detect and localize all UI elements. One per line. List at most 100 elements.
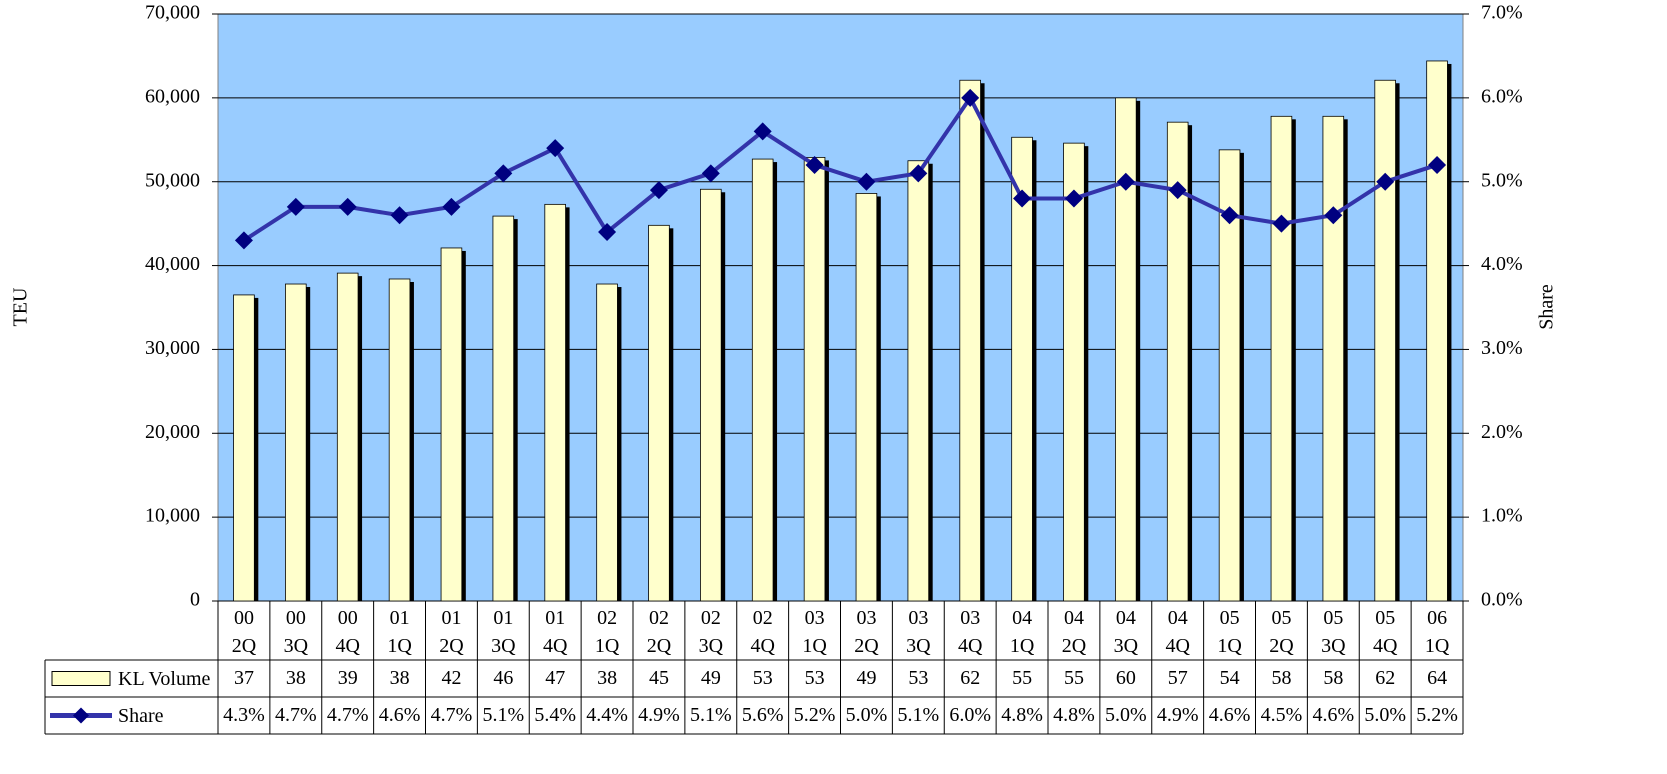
point — [805, 155, 824, 174]
point — [701, 164, 720, 183]
table-value: 58 — [1271, 667, 1291, 689]
table-value: 55 — [1012, 667, 1032, 689]
point — [857, 172, 876, 191]
point — [442, 197, 461, 216]
table-value: 38 — [286, 667, 306, 689]
bar — [855, 193, 878, 602]
x-tick-label: 03 1Q — [802, 607, 827, 657]
bar — [648, 224, 670, 602]
x-tick-label: 00 4Q — [335, 607, 360, 657]
table-value: 38 — [390, 667, 410, 689]
x-tick-label: 01 1Q — [387, 607, 412, 657]
table-value: 47 — [545, 667, 565, 689]
plot-area — [217, 13, 1464, 602]
table-value: 4.7% — [431, 704, 473, 726]
legend-label: Share — [118, 705, 164, 727]
x-tick-label: 01 2Q — [439, 607, 464, 657]
table-value: 53 — [805, 667, 825, 689]
table-value: 38 — [597, 667, 617, 689]
x-tick-label: 02 2Q — [646, 607, 672, 657]
y2-tick-label: 1.0% — [1481, 505, 1523, 527]
y-tick-label: 30,000 — [145, 337, 200, 359]
table-value: 5.0% — [846, 704, 888, 726]
table-value: 55 — [1064, 667, 1084, 689]
bar — [440, 247, 463, 602]
bar — [1426, 60, 1448, 602]
x-tick-label: 02 1Q — [594, 607, 620, 657]
point — [1013, 189, 1032, 208]
point — [1428, 155, 1447, 174]
y-tick-label: 40,000 — [145, 253, 200, 275]
x-tick-label: 05 4Q — [1372, 607, 1398, 657]
x-tick-label: 02 4Q — [750, 607, 775, 657]
point — [338, 197, 357, 216]
x-tick-label: 06 1Q — [1424, 607, 1450, 657]
y2-tick-label: 4.0% — [1481, 253, 1523, 275]
y-tick-label: 70,000 — [145, 2, 200, 24]
x-tick-label: 05 3Q — [1321, 607, 1346, 657]
y2-tick-label: 0.0% — [1481, 589, 1523, 611]
bar — [1322, 115, 1345, 602]
point — [1064, 189, 1083, 208]
point — [1376, 172, 1395, 191]
point — [598, 223, 617, 242]
point — [234, 231, 253, 250]
x-tick-label: 04 2Q — [1061, 607, 1087, 657]
bar — [907, 160, 930, 602]
table-value: 4.5% — [1261, 704, 1303, 726]
bar — [959, 79, 981, 602]
table-value: 6.0% — [949, 704, 991, 726]
bar — [700, 188, 722, 602]
table-value: 4.7% — [275, 704, 317, 726]
x-tick-label: 01 3Q — [491, 607, 516, 657]
y-tick-label: 0 — [190, 589, 200, 611]
x-tick-label: 02 3Q — [698, 607, 724, 657]
table-value: 39 — [338, 667, 358, 689]
table-value: 5.2% — [794, 704, 836, 726]
bar — [1011, 136, 1033, 602]
table-value: 58 — [1323, 667, 1343, 689]
table-value: 4.8% — [1053, 704, 1095, 726]
point — [494, 164, 513, 183]
bar — [336, 272, 359, 602]
y2-tick-label: 7.0% — [1481, 2, 1523, 24]
bar — [285, 283, 307, 602]
bar — [1063, 142, 1085, 602]
y-tick-label: 10,000 — [145, 505, 200, 527]
table-value: 46 — [493, 667, 513, 689]
table-value: 5.0% — [1105, 704, 1147, 726]
table-value: 45 — [649, 667, 669, 689]
point — [961, 88, 980, 107]
bar — [388, 278, 411, 602]
y2-tick-label: 2.0% — [1481, 421, 1523, 443]
table-value: 62 — [1375, 667, 1395, 689]
point — [390, 206, 409, 225]
legend-label: KL Volume — [118, 668, 211, 690]
table-value: 49 — [856, 667, 876, 689]
bar — [1218, 149, 1241, 602]
bar — [751, 158, 774, 602]
table-value: 5.6% — [742, 704, 784, 726]
table-value: 60 — [1116, 667, 1136, 689]
y-tick-label: 50,000 — [145, 169, 200, 191]
x-tick-label: 03 2Q — [854, 607, 879, 657]
table-value: 4.4% — [586, 704, 628, 726]
point — [1168, 181, 1187, 200]
table-value: 57 — [1168, 667, 1188, 689]
bar — [1374, 79, 1396, 602]
table-value: 64 — [1427, 667, 1447, 689]
table-value: 53 — [753, 667, 773, 689]
point — [1220, 206, 1239, 225]
bar — [1166, 121, 1189, 602]
bar — [596, 283, 618, 602]
table-value: 54 — [1220, 667, 1240, 689]
table-value: 53 — [908, 667, 928, 689]
table-value: 5.0% — [1364, 704, 1406, 726]
table-value: 49 — [701, 667, 721, 689]
y2-axis-title: Share — [1536, 284, 1558, 330]
bar — [233, 294, 255, 602]
point — [649, 181, 668, 200]
x-tick-label: 05 1Q — [1217, 607, 1242, 657]
table-value: 5.4% — [534, 704, 576, 726]
